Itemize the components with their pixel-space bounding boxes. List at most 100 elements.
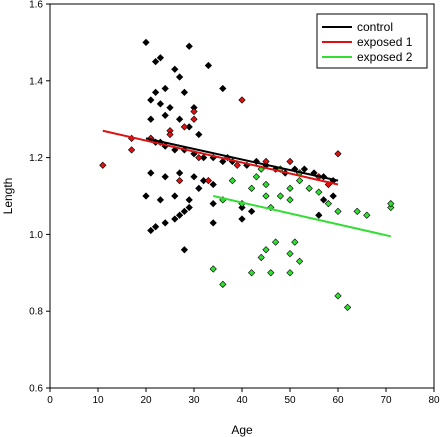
point-control (161, 173, 169, 181)
y-tick-label: 0.6 (29, 384, 43, 395)
point-exposed-2 (286, 196, 294, 204)
x-tick-label: 70 (380, 395, 392, 406)
point-control (238, 203, 246, 212)
point-control (209, 219, 217, 227)
point-control (238, 215, 246, 223)
y-axis-title: Length (1, 178, 15, 215)
point-control (147, 96, 155, 104)
point-exposed-2 (387, 203, 395, 212)
trend-lines (102, 129, 392, 238)
point-control (156, 100, 165, 108)
point-exposed-2 (295, 257, 304, 265)
point-exposed-2 (286, 249, 294, 258)
point-control (147, 226, 155, 235)
point-control (185, 42, 193, 50)
point-exposed-1 (166, 130, 174, 139)
y-tick-label: 1.6 (29, 0, 43, 11)
point-control (151, 88, 160, 96)
point-control (204, 61, 213, 70)
point-control (161, 84, 169, 93)
x-tick-label: 0 (47, 395, 53, 406)
point-exposed-2 (324, 200, 333, 208)
point-exposed-2 (219, 280, 227, 288)
point-exposed-1 (286, 157, 294, 166)
point-control (156, 54, 165, 62)
point-exposed-2 (286, 269, 294, 277)
point-control (247, 207, 256, 215)
point-exposed-1 (204, 177, 213, 185)
point-exposed-1 (190, 107, 198, 116)
x-tick-label: 30 (188, 395, 200, 406)
trend-line-control (145, 137, 339, 182)
point-exposed-2 (291, 238, 299, 246)
point-exposed-2 (252, 173, 261, 181)
point-exposed-2 (353, 207, 361, 215)
point-exposed-1 (195, 153, 203, 162)
point-control (161, 219, 169, 227)
point-control (219, 157, 227, 166)
point-exposed-2 (295, 177, 304, 185)
point-exposed-2 (276, 192, 285, 200)
point-control (195, 184, 203, 192)
point-exposed-2 (286, 184, 294, 192)
point-exposed-2 (387, 200, 395, 208)
y-tick-label: 0.8 (29, 307, 43, 318)
point-exposed-1 (238, 96, 246, 104)
point-control (185, 196, 193, 204)
point-control (142, 192, 150, 200)
point-control (147, 115, 155, 123)
point-control (219, 84, 227, 93)
point-control (199, 153, 208, 162)
point-exposed-1 (334, 150, 342, 158)
x-tick-label: 20 (140, 395, 152, 406)
point-exposed-2 (262, 180, 270, 189)
point-exposed-2 (247, 269, 256, 277)
point-exposed-2 (334, 207, 342, 215)
legend-label-exposed-2: exposed 2 (357, 50, 413, 64)
point-control (209, 180, 217, 189)
point-control (199, 177, 208, 185)
point-exposed-2 (343, 303, 352, 311)
point-exposed-1 (127, 146, 136, 154)
point-control (161, 111, 169, 119)
point-control (329, 192, 337, 200)
point-exposed-1 (190, 115, 198, 123)
point-exposed-2 (257, 253, 265, 262)
y-tick-label: 1.2 (29, 153, 43, 164)
point-control (175, 73, 184, 81)
point-control (209, 200, 217, 208)
point-control (185, 203, 193, 212)
point-control (180, 246, 189, 254)
point-exposed-2 (334, 292, 342, 300)
point-control (142, 38, 150, 47)
x-tick-label: 80 (428, 395, 440, 406)
x-tick-label: 10 (92, 395, 104, 406)
legend-label-control: control (357, 20, 393, 34)
y-tick-label: 1.0 (29, 230, 43, 241)
point-exposed-2 (267, 269, 275, 277)
point-control (185, 123, 193, 131)
x-tick-label: 50 (284, 395, 296, 406)
point-control (147, 169, 155, 177)
point-exposed-2 (271, 238, 280, 246)
x-axis: 0 10 20 30 40 50 60 70 80 (47, 388, 440, 406)
point-exposed-1 (175, 177, 184, 185)
y-tick-label: 1.4 (29, 76, 43, 87)
point-control (195, 130, 203, 139)
point-exposed-2 (363, 211, 371, 219)
trend-line-exposed-2 (212, 195, 392, 238)
point-exposed-2 (209, 265, 217, 273)
point-control (319, 196, 328, 204)
point-exposed-2 (305, 184, 313, 192)
y-axis: 0.6 0.8 1.0 1.2 1.4 1.6 (29, 0, 50, 395)
point-exposed-2 (315, 188, 323, 196)
x-tick-label: 60 (332, 395, 344, 406)
point-exposed-1 (99, 161, 107, 169)
point-control (175, 115, 184, 123)
legend-label-exposed-1: exposed 1 (357, 35, 413, 49)
x-tick-label: 40 (236, 395, 248, 406)
point-control (166, 104, 174, 112)
point-control (180, 88, 189, 96)
